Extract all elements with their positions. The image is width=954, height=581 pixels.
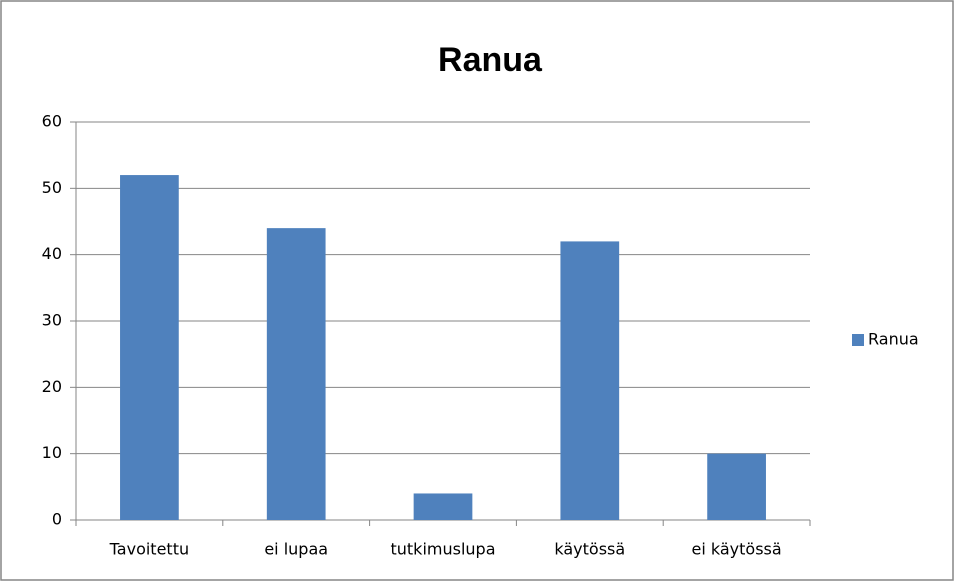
y-tick-label: 30 <box>42 311 62 330</box>
bar <box>120 175 179 521</box>
y-tick-label: 60 <box>42 112 62 131</box>
legend-swatch <box>852 334 864 346</box>
x-tick-label: käytössä <box>554 540 625 559</box>
x-tick-label: tutkimuslupa <box>390 540 495 559</box>
y-tick-label: 20 <box>42 377 62 396</box>
y-tick-label: 0 <box>52 510 62 529</box>
y-tick-label: 40 <box>42 244 62 263</box>
x-tick-label: Tavoitettu <box>109 540 189 559</box>
x-tick-label: ei käytössä <box>692 540 782 559</box>
bar <box>560 241 620 520</box>
bar <box>266 228 326 520</box>
legend-label: Ranua <box>868 330 919 349</box>
chart-title: Ranua <box>438 41 543 79</box>
y-tick-label: 50 <box>42 178 62 197</box>
y-tick-label: 10 <box>42 443 62 462</box>
bar <box>707 453 766 520</box>
x-tick-label: ei lupaa <box>264 540 328 559</box>
bar <box>413 493 473 520</box>
